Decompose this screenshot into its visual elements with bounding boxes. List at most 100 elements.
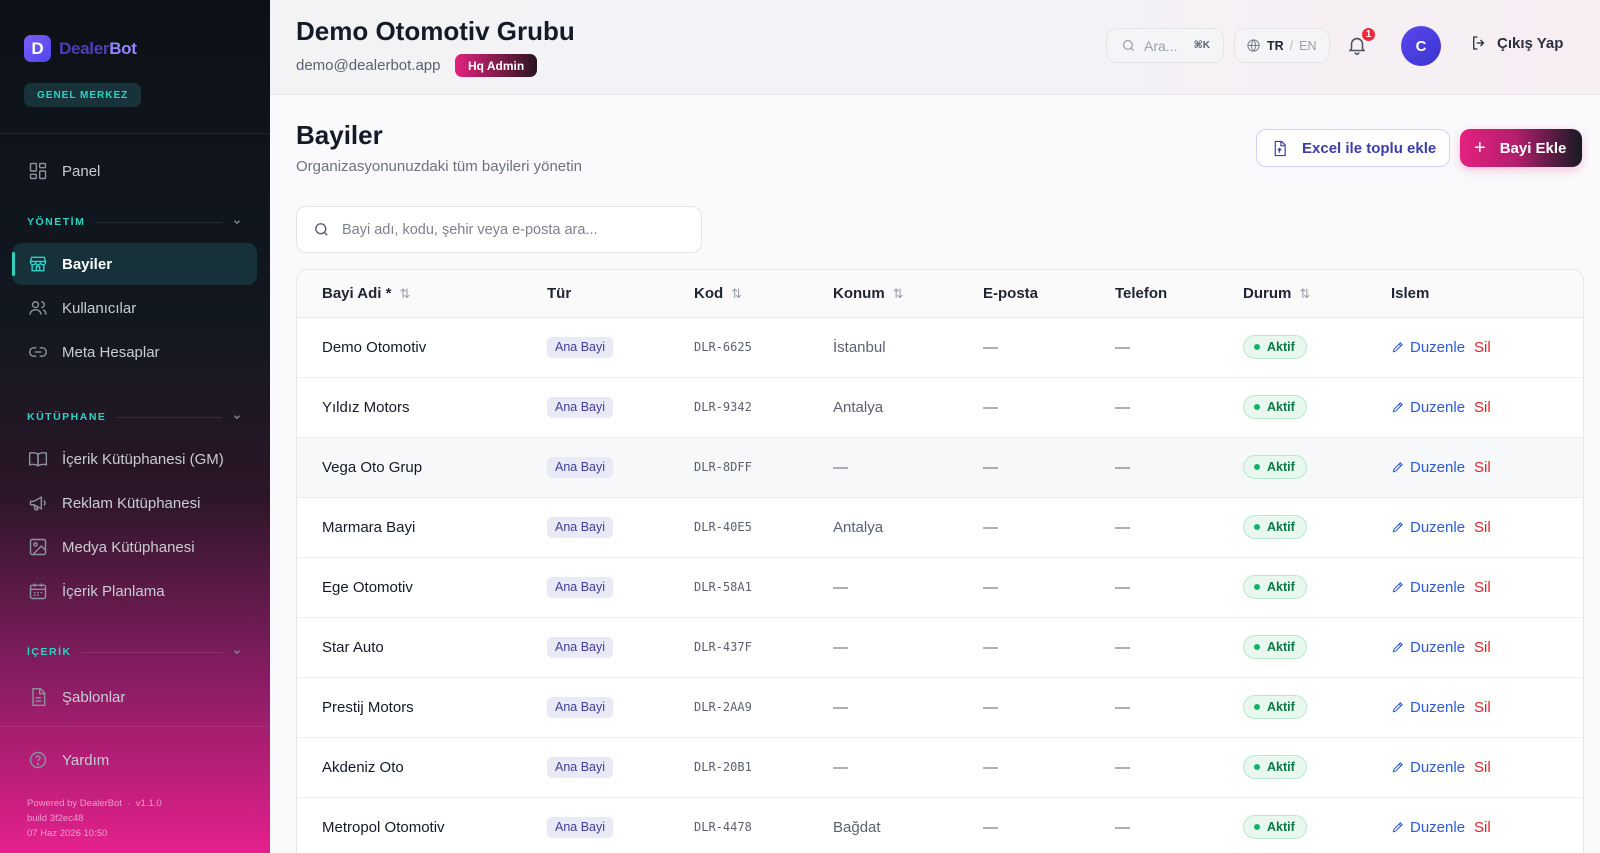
book-icon — [28, 451, 48, 467]
edit-button[interactable]: Duzenle — [1391, 819, 1465, 836]
avatar[interactable]: C — [1401, 26, 1441, 66]
dealer-location: — — [833, 758, 848, 776]
sidebar-item-icerik-kutuphanesi[interactable]: İçerik Kütüphanesi (GM) — [12, 438, 257, 480]
sidebar-item-label: Yardım — [62, 751, 110, 769]
edit-button[interactable]: Duzenle — [1391, 339, 1465, 356]
edit-button[interactable]: Duzenle — [1391, 579, 1465, 596]
type-badge: Ana Bayi — [547, 396, 614, 418]
shortcut-hint: ⌘K — [1193, 40, 1210, 51]
dealer-actions-cell: Duzenle Sil — [1391, 317, 1583, 377]
dealer-actions-cell: Duzenle Sil — [1391, 497, 1583, 557]
table-row[interactable]: Vega Oto Grup Ana Bayi DLR-8DFF — — — Aktif Duz… — [297, 437, 1583, 497]
logout-button[interactable]: Çıkış Yap — [1470, 34, 1563, 52]
edit-button[interactable]: Duzenle — [1391, 399, 1465, 416]
delete-button[interactable]: Sil — [1474, 338, 1491, 356]
table-row[interactable]: Yıldız Motors Ana Bayi DLR-9342 Antalya — — Ak… — [297, 377, 1583, 437]
delete-button[interactable]: Sil — [1474, 578, 1491, 596]
add-dealer-button[interactable]: + Bayi Ekle — [1460, 129, 1582, 167]
sort-icon[interactable]: ⇅ — [1299, 285, 1311, 301]
dealer-location: — — [833, 458, 848, 476]
dealer-phone: — — [1115, 578, 1130, 596]
sidebar-item-reklam-kutuphanesi[interactable]: Reklam Kütüphanesi — [12, 482, 257, 524]
link-icon — [28, 347, 48, 357]
status-dot-icon — [1254, 824, 1260, 830]
delete-button[interactable]: Sil — [1474, 698, 1491, 716]
section-yonetim[interactable]: YÖNETİM — [27, 216, 242, 228]
type-badge: Ana Bayi — [547, 816, 614, 838]
edit-button[interactable]: Duzenle — [1391, 519, 1465, 536]
brand-logo-group[interactable]: D DealerBot — [24, 35, 137, 62]
edit-button[interactable]: Duzenle — [1391, 639, 1465, 656]
status-badge: Aktif — [1243, 635, 1307, 659]
dealer-actions-cell: Duzenle Sil — [1391, 677, 1583, 737]
dealer-type-cell: Ana Bayi — [547, 617, 694, 677]
dealer-phone: — — [1115, 458, 1130, 476]
delete-button[interactable]: Sil — [1474, 518, 1491, 536]
table-row[interactable]: Demo Otomotiv Ana Bayi DLR-6625 İstanbul — — A… — [297, 317, 1583, 377]
table-row[interactable]: Prestij Motors Ana Bayi DLR-2AA9 — — — Aktif Du… — [297, 677, 1583, 737]
column-header-label: Durum — [1243, 284, 1292, 302]
table-row[interactable]: Marmara Bayi Ana Bayi DLR-40E5 Antalya — — Akt… — [297, 497, 1583, 557]
edit-button[interactable]: Duzenle — [1391, 459, 1465, 476]
sidebar-item-kullanicilar[interactable]: Kullanıcılar — [12, 287, 257, 329]
logout-icon — [1473, 36, 1485, 50]
status-dot-icon — [1254, 644, 1260, 650]
excel-import-button[interactable]: Excel ile toplu ekle — [1256, 129, 1450, 167]
dealer-phone: — — [1115, 398, 1130, 416]
column-header-location[interactable]: Konum ⇅ — [833, 270, 983, 318]
column-header-status[interactable]: Durum ⇅ — [1243, 270, 1391, 318]
sidebar-item-panel[interactable]: Panel — [12, 150, 257, 192]
row-actions: Duzenle Sil — [1391, 638, 1583, 656]
delete-button[interactable]: Sil — [1474, 398, 1491, 416]
column-header-code[interactable]: Kod ⇅ — [694, 270, 833, 318]
sort-icon[interactable]: ⇅ — [892, 285, 904, 301]
sidebar-item-medya-kutuphanesi[interactable]: Medya Kütüphanesi — [12, 526, 257, 568]
section-icerik[interactable]: İÇERİK — [27, 646, 242, 658]
column-header-name[interactable]: Bayi Adi * ⇅ — [297, 270, 547, 318]
global-search[interactable]: Ara... ⌘K — [1106, 28, 1224, 63]
notifications-button[interactable]: 1 — [1342, 26, 1377, 60]
table-row[interactable]: Ege Otomotiv Ana Bayi DLR-58A1 — — — Aktif Duze… — [297, 557, 1583, 617]
lang-en[interactable]: EN — [1299, 38, 1317, 53]
table-row[interactable]: Star Auto Ana Bayi DLR-437F — — — Aktif Duzenle… — [297, 617, 1583, 677]
sidebar-item-icerik-planlama[interactable]: İçerik Planlama — [12, 570, 257, 612]
pencil-icon — [1392, 642, 1403, 653]
table-row[interactable]: Akdeniz Oto Ana Bayi DLR-20B1 — — — Aktif Duzen… — [297, 737, 1583, 797]
sort-icon[interactable]: ⇅ — [399, 285, 411, 301]
delete-button[interactable]: Sil — [1474, 818, 1491, 836]
sort-icon[interactable]: ⇅ — [731, 285, 743, 301]
type-badge: Ana Bayi — [547, 756, 614, 778]
footer-build: build 3f2ec48 — [27, 813, 84, 824]
sidebar-item-label: Reklam Kütüphanesi — [62, 494, 201, 512]
edit-button[interactable]: Duzenle — [1391, 699, 1465, 716]
sidebar-item-bayiler[interactable]: Bayiler — [12, 243, 257, 285]
dealer-type-cell: Ana Bayi — [547, 317, 694, 377]
dealer-status-cell: Aktif — [1243, 737, 1391, 797]
table-row[interactable]: Metropol Otomotiv Ana Bayi DLR-4478 Bağdat —… — [297, 797, 1583, 853]
edit-label: Duzenle — [1410, 458, 1466, 476]
delete-button[interactable]: Sil — [1474, 758, 1491, 776]
edit-label: Duzenle — [1410, 518, 1466, 536]
dealer-code: DLR-6625 — [694, 340, 752, 354]
status-badge: Aktif — [1243, 335, 1307, 359]
delete-button[interactable]: Sil — [1474, 458, 1491, 476]
sidebar-item-yardim[interactable]: Yardım — [12, 739, 257, 781]
dealer-phone: — — [1115, 698, 1130, 716]
lang-tr[interactable]: TR — [1267, 38, 1284, 53]
dealer-code: DLR-8DFF — [694, 460, 752, 474]
sidebar-item-sablonlar[interactable]: Şablonlar — [12, 676, 257, 718]
dealer-search[interactable] — [296, 206, 702, 253]
sidebar-item-meta-hesaplar[interactable]: Meta Hesaplar — [12, 331, 257, 373]
delete-button[interactable]: Sil — [1474, 638, 1491, 656]
edit-label: Duzenle — [1410, 638, 1466, 656]
footer-powered: Powered by DealerBot — [27, 798, 123, 809]
section-kutuphane[interactable]: KÜTÜPHANE — [27, 411, 242, 423]
edit-button[interactable]: Duzenle — [1391, 759, 1465, 776]
language-switcher[interactable]: TR / EN — [1234, 28, 1330, 63]
dealer-search-input[interactable] — [342, 221, 682, 238]
dealer-actions-cell: Duzenle Sil — [1391, 377, 1583, 437]
sidebar: D DealerBot GENEL MERKEZ Panel YÖNETİM B… — [0, 0, 270, 853]
users-icon — [29, 301, 47, 315]
sidebar-item-label: İçerik Planlama — [62, 582, 165, 600]
dealer-type-cell: Ana Bayi — [547, 437, 694, 497]
